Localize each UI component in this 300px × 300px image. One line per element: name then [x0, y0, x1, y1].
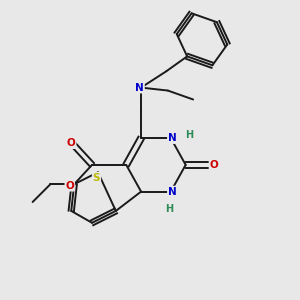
Text: H: H: [185, 130, 193, 140]
Text: O: O: [209, 160, 218, 170]
Text: N: N: [168, 187, 177, 196]
Text: N: N: [168, 133, 177, 143]
Text: S: S: [93, 172, 100, 183]
Text: N: N: [135, 82, 144, 93]
Text: O: O: [67, 138, 76, 148]
Text: H: H: [165, 204, 173, 214]
Text: O: O: [65, 181, 74, 191]
